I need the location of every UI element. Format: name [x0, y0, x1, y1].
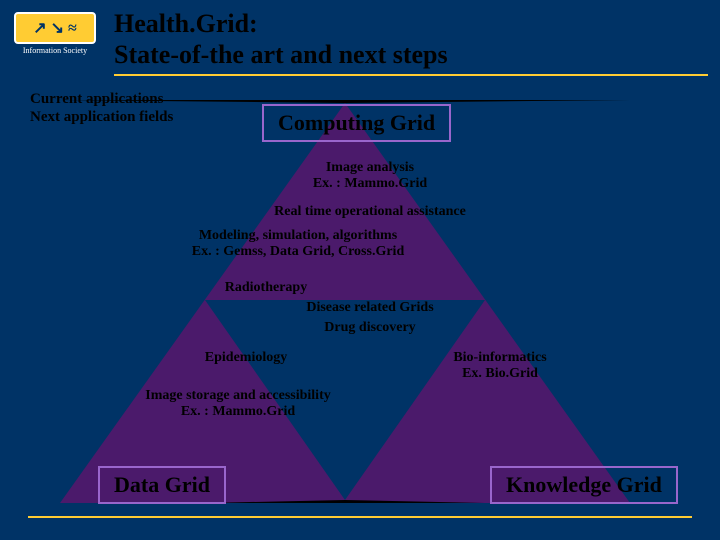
vertex-bottom-left: Data Grid [98, 466, 226, 504]
label-realtime: Real time operational assistance [250, 204, 490, 220]
title-line2: State-of-the art and next steps [114, 39, 448, 70]
label-radiotherapy: Radiotherapy [206, 280, 326, 296]
footer-line [28, 516, 692, 518]
label-storage: Image storage and accessibilityEx. : Mam… [118, 388, 358, 420]
logo-symbols: ↗ ↘ ≈ [14, 12, 96, 44]
title-underline [114, 74, 708, 76]
vertex-top: Computing Grid [262, 104, 451, 142]
logo-caption: Information Society [14, 46, 96, 55]
title-line1: Health.Grid: [114, 8, 448, 39]
label-image-analysis: Image analysisEx. : Mammo.Grid [280, 160, 460, 192]
label-bioinf: Bio-informaticsEx. Bio.Grid [420, 350, 580, 382]
page-title: Health.Grid: State-of-the art and next s… [114, 8, 448, 70]
label-drug: Drug discovery [300, 320, 440, 336]
label-modeling: Modeling, simulation, algorithmsEx. : Ge… [158, 228, 438, 260]
vertex-bottom-right: Knowledge Grid [490, 466, 678, 504]
label-epidemiology: Epidemiology [176, 350, 316, 366]
logo: ↗ ↘ ≈ Information Society [14, 12, 96, 62]
label-disease: Disease related Grids [280, 300, 460, 316]
